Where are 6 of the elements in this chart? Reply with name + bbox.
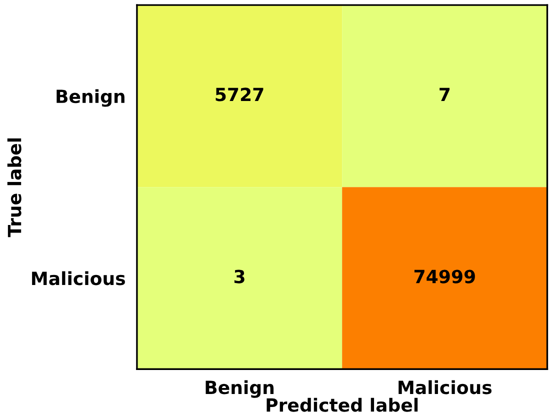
data-label: 7 [440,88,450,102]
data-label: 74999 [414,270,475,284]
data-label: 5727 [216,88,264,102]
y-axis-title: True label [7,138,22,238]
x-axis-title: Predicted label [266,398,418,412]
data-label: 3 [234,270,244,284]
